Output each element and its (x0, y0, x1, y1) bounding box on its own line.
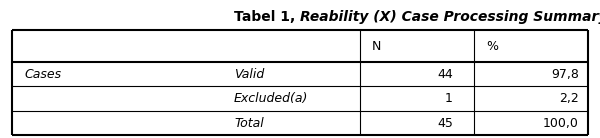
Text: 1: 1 (445, 92, 453, 105)
Text: %: % (486, 40, 498, 53)
Text: 2,2: 2,2 (559, 92, 579, 105)
Text: Tabel 1,: Tabel 1, (234, 10, 300, 24)
Text: Valid: Valid (234, 68, 264, 81)
Text: Reability (X) Case Processing Summary: Reability (X) Case Processing Summary (300, 10, 600, 24)
Text: Excluded(a): Excluded(a) (234, 92, 308, 105)
Text: N: N (372, 40, 382, 53)
Text: Cases: Cases (24, 68, 61, 81)
Text: 44: 44 (437, 68, 453, 81)
Text: 100,0: 100,0 (543, 117, 579, 130)
Text: 97,8: 97,8 (551, 68, 579, 81)
Text: Total: Total (234, 117, 264, 130)
Text: 45: 45 (437, 117, 453, 130)
